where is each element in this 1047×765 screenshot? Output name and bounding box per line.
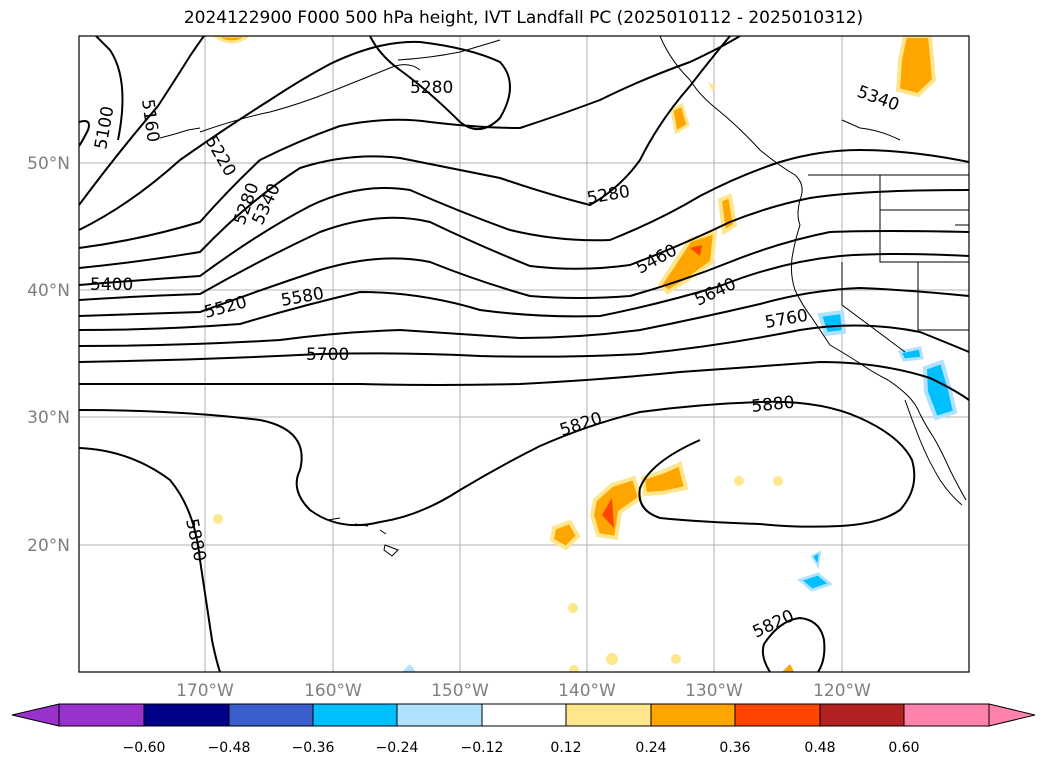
contour-label: 5820	[557, 408, 604, 440]
longitude-labels: 170°W 160°W 150°W 140°W 130°W 120°W	[176, 681, 871, 701]
ivt-shade-patch	[690, 245, 702, 256]
plot-title: 2024122900 F000 500 hPa height, IVT Land…	[183, 8, 864, 28]
colorbar-tick-label: −0.36	[292, 740, 335, 756]
ivt-shade-patch	[213, 514, 223, 524]
contour-label: 5400	[90, 275, 133, 295]
ivt-shade-patch	[717, 193, 738, 236]
colorbar-bin	[312, 703, 398, 727]
latitude-labels: 50°N 40°N 30°N 20°N	[27, 154, 70, 556]
ivt-shade-patch	[708, 82, 716, 92]
contour-label: 5580	[279, 284, 325, 311]
ivt-shade-patch	[602, 498, 614, 528]
ivt-shade-patch	[782, 664, 794, 672]
colorbar-tick-label: 0.12	[550, 740, 581, 756]
contour-labels: 5100 5160 5220 5280 5340 5280 5280 5340 …	[90, 78, 902, 643]
lat-label: 50°N	[27, 154, 70, 174]
colorbar-tick-label: 0.36	[719, 740, 750, 756]
colorbar-bin	[903, 703, 990, 727]
colorbar-tick-label: −0.12	[461, 740, 504, 756]
ivt-shade-patch	[569, 665, 579, 672]
colorbar-bin	[650, 703, 736, 727]
colorbar-bin	[228, 703, 314, 727]
map-frame	[78, 35, 970, 673]
ivt-shade-patch	[568, 603, 578, 613]
ivt-shade-patch	[640, 461, 689, 497]
contour-label: 5880	[750, 393, 795, 417]
colorbar-bin	[565, 703, 652, 727]
colorbar-bin	[481, 703, 567, 727]
contour-label: 5280	[410, 78, 453, 98]
ivt-shade-patch	[549, 519, 581, 551]
lon-label: 130°W	[685, 681, 743, 701]
contour-label: 5520	[202, 292, 249, 323]
colorbar-bin	[734, 703, 821, 727]
ivt-shade-patch	[212, 36, 251, 44]
ivt-negative-anomalies	[402, 309, 958, 672]
ivt-shade-patch	[897, 346, 924, 362]
colorbar-tick-label: −0.24	[376, 740, 419, 756]
colorbar-tick-labels: −0.60 −0.48 −0.36 −0.24 −0.12 0.12 0.24 …	[123, 740, 920, 756]
contour-label: 5220	[201, 133, 240, 180]
contour-label: 5280	[585, 182, 631, 209]
colorbar-bin	[58, 703, 145, 727]
colorbar-bin	[819, 703, 905, 727]
contour-label: 5640	[692, 274, 740, 310]
ivt-shade-patch	[671, 654, 681, 664]
lon-label: 170°W	[176, 681, 234, 701]
ivt-shade-patch	[670, 102, 690, 135]
colorbar-extend-high	[988, 703, 1036, 727]
ivt-shade-patch	[606, 653, 618, 665]
lon-label: 140°W	[558, 681, 616, 701]
contour-label: 5340	[854, 82, 901, 116]
colorbar-tick-label: −0.48	[208, 740, 251, 756]
colorbar-tick-label: 0.24	[635, 740, 666, 756]
lon-label: 160°W	[304, 681, 362, 701]
ivt-shade-patch	[589, 475, 643, 541]
ivt-shade-patch	[402, 664, 416, 672]
ivt-shade-patch	[734, 476, 744, 486]
colorbar-bin	[143, 703, 230, 727]
contour-label: 5820	[750, 606, 798, 642]
contour-label: 5700	[306, 345, 349, 365]
lat-label: 40°N	[27, 281, 70, 301]
lat-label: 30°N	[27, 408, 70, 428]
colorbar-bin	[396, 703, 483, 727]
lat-label: 20°N	[27, 536, 70, 556]
gridlines	[79, 36, 969, 672]
lon-label: 120°W	[813, 681, 871, 701]
colorbar-tick-label: −0.60	[123, 740, 166, 756]
ivt-shade-patch	[895, 36, 937, 98]
lon-label: 150°W	[431, 681, 489, 701]
colorbar-tick-label: 0.48	[804, 740, 835, 756]
coastlines	[159, 36, 969, 557]
colorbar-tick-label: 0.60	[888, 740, 919, 756]
ivt-shade-patch	[773, 476, 783, 486]
ivt-shade-patch	[817, 309, 847, 337]
contour-label: 5100	[91, 105, 118, 151]
ivt-shade-patch	[922, 359, 958, 421]
colorbar-extend-low	[11, 703, 60, 727]
height-contours	[79, 36, 969, 672]
ivt-shade-patch	[796, 572, 834, 592]
ivt-shade-patch	[810, 550, 822, 569]
colorbar	[11, 703, 1036, 727]
